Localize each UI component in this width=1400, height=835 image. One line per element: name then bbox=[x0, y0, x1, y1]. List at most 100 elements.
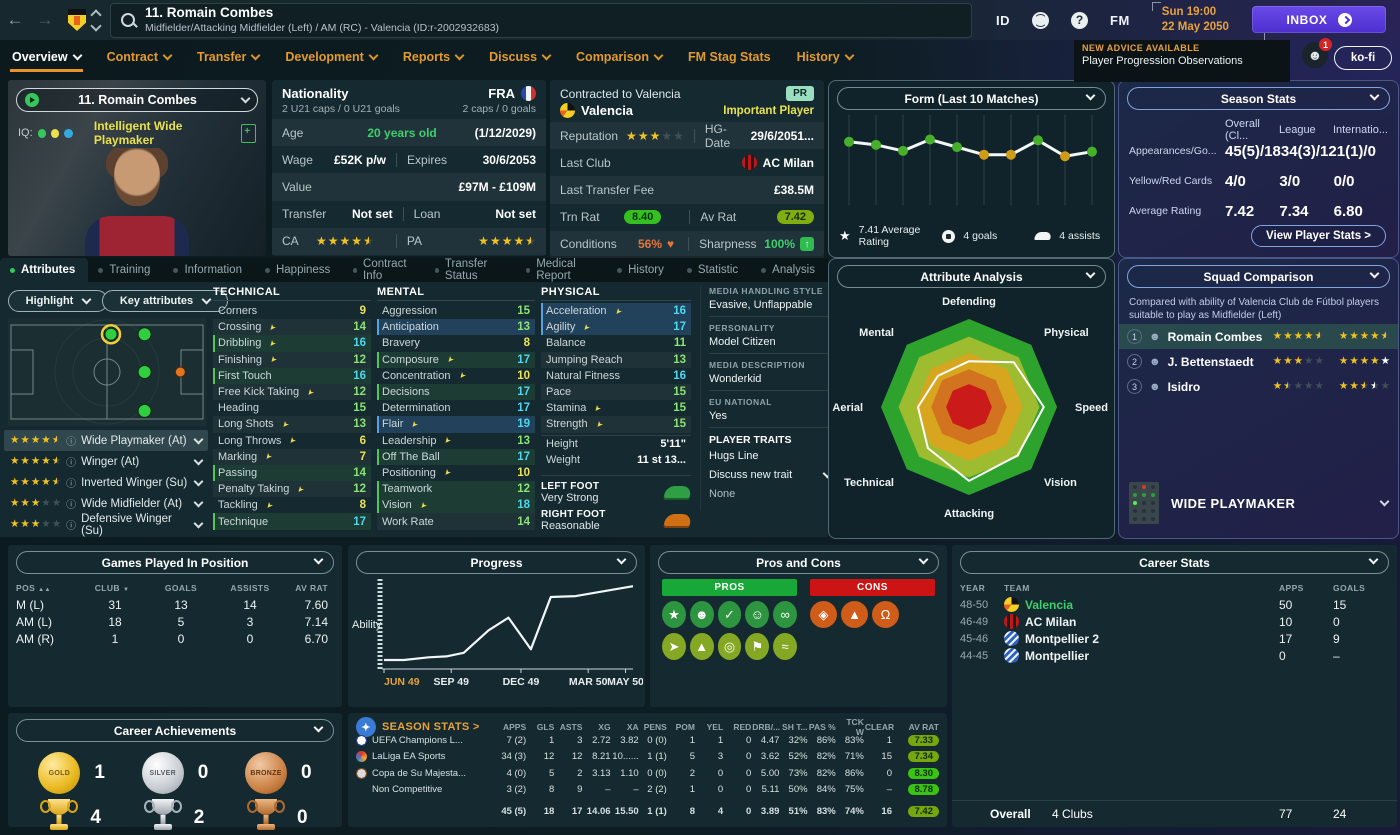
career-team[interactable]: Montpellier 2 bbox=[1004, 631, 1279, 646]
col-header-goals[interactable]: GOALS bbox=[1333, 583, 1366, 593]
competition-name[interactable]: LaLiga EA Sports bbox=[356, 751, 498, 763]
highlight-arrow-icon: ➤ bbox=[409, 418, 421, 430]
tab-training[interactable]: Training bbox=[88, 258, 163, 282]
tab-happiness[interactable]: Happiness bbox=[255, 258, 343, 282]
best-role-row[interactable]: WIDE PLAYMAKER bbox=[1129, 482, 1390, 524]
col-header-clear[interactable]: CLEAR bbox=[864, 722, 895, 732]
col-header-team[interactable]: TEAM bbox=[1004, 583, 1030, 593]
inbox-button[interactable]: INBOX bbox=[1252, 6, 1386, 33]
competition-name[interactable]: Non Competitive bbox=[356, 784, 498, 795]
career-team[interactable]: Montpellier bbox=[1004, 648, 1279, 663]
role-row-inverted-winger-su-[interactable]: ★ ★ ★ ★ ★ ★ ★ ★ ★ ★ ⓘ Inverted Winger (Su) bbox=[4, 472, 208, 493]
kofi-button[interactable]: ko-fi bbox=[1334, 46, 1392, 70]
menu-item-comparison[interactable]: Comparison bbox=[576, 50, 664, 64]
season-stats-link[interactable]: ✦ SEASON STATS > bbox=[356, 717, 498, 737]
medical-clipboard-icon[interactable] bbox=[240, 123, 256, 143]
col-header-sh-t-[interactable]: SH T... bbox=[782, 722, 808, 732]
squad-comparison-row[interactable]: 1 ☻ Romain Combes ★ ★ ★ ★ ★ ★ ★ ★ ★ ★ ★ ★ ★ ★ ★ ★ ★ ★ ★ ★ bbox=[1119, 324, 1398, 349]
col-header-tck-w[interactable]: TCK W bbox=[846, 717, 864, 737]
col-header-drb-[interactable]: DRB/... bbox=[752, 722, 781, 732]
player-search-bar[interactable]: 11. Romain Combes Midfielder/Attacking M… bbox=[110, 2, 972, 38]
tab-transfer-status[interactable]: Transfer Status bbox=[425, 258, 516, 282]
tab-medical-report[interactable]: Medical Report bbox=[516, 258, 607, 282]
squad-comparison-row[interactable]: 2 ☻ J. Bettenstaedt ★★★★★★★★★★ ★★★★★★★★★★ bbox=[1119, 349, 1398, 374]
bronze-trophy-icon bbox=[247, 798, 286, 835]
col-header-pens[interactable]: PENS bbox=[643, 722, 667, 732]
squad-comparison-row[interactable]: 3 ☻ Isidro ★★★★★★★★★★ ★★★★★★★★★★ bbox=[1119, 374, 1398, 399]
menu-item-contract[interactable]: Contract bbox=[107, 50, 173, 64]
achievements-header[interactable]: Career Achievements bbox=[16, 719, 334, 742]
competition-name[interactable]: UEFA Champions L... bbox=[356, 734, 498, 746]
season-stats-header[interactable]: Season Stats bbox=[1127, 87, 1390, 110]
pros-cons-header[interactable]: Pros and Cons bbox=[658, 551, 939, 574]
role-row-defensive-winger-su-[interactable]: ★★★★★★★★★★ ⓘ Defensive Winger (Su) bbox=[4, 513, 208, 537]
form-panel-header[interactable]: Form (Last 10 Matches) bbox=[837, 87, 1106, 110]
back-icon[interactable]: ← bbox=[6, 10, 24, 29]
progress-header[interactable]: Progress bbox=[356, 551, 637, 574]
col-header-pos[interactable]: POS ▲▲ bbox=[16, 583, 82, 593]
cycle-player-control[interactable] bbox=[90, 8, 102, 32]
menu-item-discuss[interactable]: Discuss bbox=[489, 50, 552, 64]
forward-icon[interactable]: → bbox=[36, 10, 54, 29]
formation-dot bbox=[1133, 500, 1137, 505]
menu-item-history[interactable]: History bbox=[797, 50, 855, 64]
col-header-gls[interactable]: GLS bbox=[536, 722, 555, 732]
col-header-pas-[interactable]: PAS % bbox=[808, 722, 836, 732]
language-globe-icon[interactable] bbox=[1032, 11, 1049, 29]
col-header-av-rat[interactable]: AV RAT bbox=[908, 722, 939, 732]
career-stats-header[interactable]: Career Stats bbox=[960, 551, 1389, 574]
tab-dot-icon bbox=[761, 267, 767, 273]
role-row-winger-at-[interactable]: ★ ★ ★ ★ ★ ★ ★ ★ ★ ★ ⓘ Winger (At) bbox=[4, 451, 208, 472]
competition-name[interactable]: Copa de Su Majesta... bbox=[356, 767, 498, 779]
highlight-dropdown[interactable]: Highlight bbox=[8, 290, 108, 312]
transfer-fee-label: Last Transfer Fee bbox=[560, 182, 655, 197]
id-icon[interactable]: ID bbox=[996, 12, 1010, 28]
games-played-header[interactable]: Games Played In Position bbox=[16, 551, 334, 574]
col-header-apps[interactable]: APPS bbox=[1279, 583, 1304, 593]
advisor-icon[interactable]: ☻ 1 bbox=[1302, 38, 1332, 68]
menu-item-reports[interactable]: Reports bbox=[403, 50, 465, 64]
advice-toast[interactable]: NEW ADVICE AVAILABLE Player Progression … bbox=[1074, 40, 1290, 82]
contract-club[interactable]: Valencia bbox=[581, 103, 634, 118]
col-header-xg[interactable]: XG bbox=[598, 722, 611, 732]
col-header-red[interactable]: RED bbox=[733, 722, 752, 732]
menu-item-transfer[interactable]: Transfer bbox=[197, 50, 261, 64]
attribute-name: Finishing bbox=[218, 353, 263, 366]
tab-information[interactable]: Information bbox=[163, 258, 255, 282]
tab-attributes[interactable]: Attributes bbox=[0, 258, 89, 282]
tab-analysis[interactable]: Analysis bbox=[751, 258, 828, 282]
col-header-year[interactable]: YEAR bbox=[960, 583, 986, 593]
col-header-yel[interactable]: YEL bbox=[706, 722, 724, 732]
discuss-new-trait-dropdown[interactable]: Discuss new trait bbox=[709, 468, 833, 486]
col-header-goals[interactable]: GOALS bbox=[164, 583, 198, 593]
menu-item-fm-stag-stats[interactable]: FM Stag Stats bbox=[688, 50, 771, 64]
col-header-apps[interactable]: APPS bbox=[502, 722, 527, 732]
tab-statistic[interactable]: Statistic bbox=[677, 258, 751, 282]
attribute-analysis-header[interactable]: Attribute Analysis bbox=[837, 265, 1106, 288]
help-icon[interactable]: ? bbox=[1071, 11, 1088, 29]
role-row-wide-midfielder-at-[interactable]: ★★★★★★★★★★ ⓘ Wide Midfielder (At) bbox=[4, 493, 208, 514]
col-header-pom[interactable]: POM bbox=[675, 722, 695, 732]
col-header-xa[interactable]: XA bbox=[626, 722, 639, 732]
tab-contract-info[interactable]: Contract Info bbox=[343, 258, 425, 282]
last-club-value[interactable]: AC Milan bbox=[762, 155, 814, 170]
career-team[interactable]: AC Milan bbox=[1004, 614, 1279, 629]
menu-item-development[interactable]: Development bbox=[285, 50, 379, 64]
career-team[interactable]: Valencia bbox=[1004, 597, 1279, 612]
col-header-av-rat[interactable]: AV RAT bbox=[295, 583, 328, 593]
key-attributes-dropdown[interactable]: Key attributes bbox=[102, 290, 228, 312]
view-player-stats-button[interactable]: View Player Stats > bbox=[1251, 225, 1386, 247]
role-row-wide-playmaker-at-[interactable]: ★ ★ ★ ★ ★ ★ ★ ★ ★ ★ ⓘ Wide Playmaker (At) bbox=[4, 430, 208, 451]
svg-text:Speed: Speed bbox=[1075, 402, 1108, 414]
col-header-assists[interactable]: ASSISTS bbox=[230, 583, 270, 593]
col-header-asts[interactable]: ASTS bbox=[559, 722, 583, 732]
fm-logo-icon[interactable]: FM bbox=[1110, 12, 1130, 28]
menu-item-overview[interactable]: Overview bbox=[10, 50, 83, 72]
stat-value: 34(3)/12 bbox=[1280, 142, 1337, 160]
col-header-club[interactable]: CLUB ▼ bbox=[82, 583, 148, 593]
formation-dot bbox=[1142, 493, 1146, 498]
club-crest-icon[interactable] bbox=[68, 9, 86, 31]
player-select-dropdown[interactable]: 11. Romain Combes bbox=[16, 88, 258, 112]
squad-comparison-header[interactable]: Squad Comparison bbox=[1127, 265, 1390, 288]
tab-history[interactable]: History bbox=[607, 258, 677, 282]
